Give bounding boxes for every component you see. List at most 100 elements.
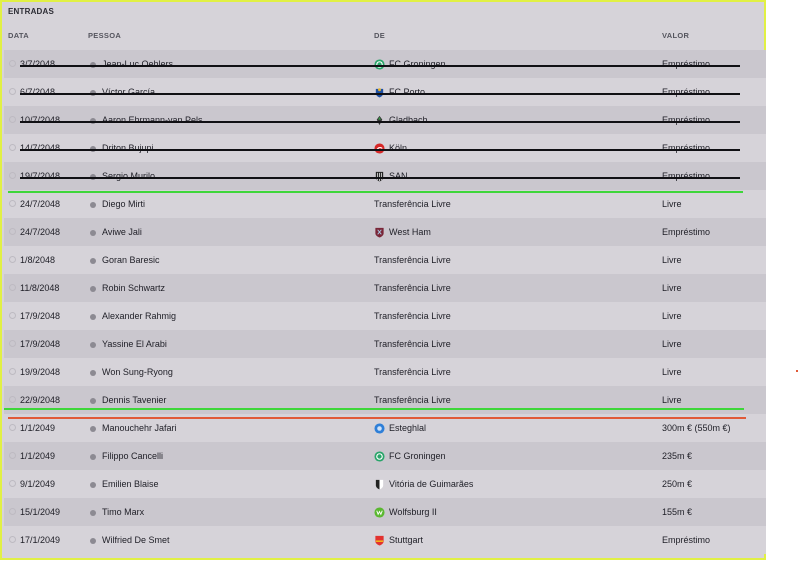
cell-person[interactable]: Emilien Blaise xyxy=(90,470,159,498)
table-row[interactable]: 14/7/2048 Driton Bujupi Köln Empréstimo xyxy=(4,134,766,162)
from-club[interactable]: FC Porto xyxy=(389,87,426,97)
person-name[interactable]: Timo Marx xyxy=(102,507,145,517)
from-club[interactable]: Transferência Livre xyxy=(374,283,451,293)
person-name[interactable]: Wilfried De Smet xyxy=(102,535,170,545)
cell-person[interactable]: Aaron Ehrmann-van Pels xyxy=(90,106,203,134)
cell-person[interactable]: Víctor García xyxy=(90,78,155,106)
cell-from[interactable]: Vitória de Guimarães xyxy=(374,470,473,498)
cell-person[interactable]: Won Sung-Ryong xyxy=(90,358,173,386)
table-row[interactable]: 19/9/2048 Won Sung-Ryong Transferência Liv… xyxy=(4,358,766,386)
person-name[interactable]: Víctor García xyxy=(102,87,156,97)
person-name[interactable]: Aaron Ehrmann-van Pels xyxy=(102,115,203,125)
row-select-radio[interactable] xyxy=(9,88,16,95)
cell-from[interactable]: Köln xyxy=(374,134,407,162)
person-name[interactable]: Filippo Cancelli xyxy=(102,451,164,461)
cell-person[interactable]: Dennis Tavenier xyxy=(90,386,166,414)
table-row[interactable]: 17/9/2048 Yassine El Arabi Transferência L… xyxy=(4,330,766,358)
cell-person[interactable]: Filippo Cancelli xyxy=(90,442,163,470)
from-club[interactable]: Transferência Livre xyxy=(374,255,451,265)
cell-person[interactable]: Aviwe Jali xyxy=(90,218,142,246)
table-row[interactable]: 11/8/2048 Robin Schwartz Transferência Liv… xyxy=(4,274,766,302)
from-club[interactable]: Vitória de Guimarães xyxy=(389,479,474,489)
table-row[interactable]: 15/1/2049 Timo Marx Wolfsburg II 155m € xyxy=(4,498,766,526)
cell-person[interactable]: Wilfried De Smet xyxy=(90,526,170,554)
row-select-radio[interactable] xyxy=(9,536,16,543)
person-name[interactable]: Won Sung-Ryong xyxy=(102,367,173,377)
person-name[interactable]: Robin Schwartz xyxy=(102,283,166,293)
cell-person[interactable]: Manouchehr Jafari xyxy=(90,414,177,442)
from-club[interactable]: Wolfsburg II xyxy=(389,507,437,517)
row-select-radio[interactable] xyxy=(9,228,16,235)
person-name[interactable]: Aviwe Jali xyxy=(102,227,142,237)
cell-from[interactable]: Transferência Livre xyxy=(374,274,451,302)
person-name[interactable]: Diego Mirti xyxy=(102,199,146,209)
row-select-radio[interactable] xyxy=(9,284,16,291)
cell-from[interactable]: FC Porto xyxy=(374,78,425,106)
header-value[interactable]: VALOR xyxy=(662,31,690,40)
table-row[interactable]: 24/7/2048 Aviwe Jali West Ham Empréstimo xyxy=(4,218,766,246)
from-club[interactable]: FC Groningen xyxy=(389,451,446,461)
person-name[interactable]: Emilien Blaise xyxy=(102,479,159,489)
row-select-radio[interactable] xyxy=(9,368,16,375)
cell-from[interactable]: Transferência Livre xyxy=(374,302,451,330)
row-select-radio[interactable] xyxy=(9,340,16,347)
from-club[interactable]: SAN xyxy=(389,171,408,181)
cell-person[interactable]: Jean-Luc Oehlers xyxy=(90,50,173,78)
cell-person[interactable]: Goran Baresic xyxy=(90,246,160,274)
cell-person[interactable]: Timo Marx xyxy=(90,498,144,526)
from-club[interactable]: Stuttgart xyxy=(389,535,424,545)
from-club[interactable]: West Ham xyxy=(389,227,431,237)
table-row[interactable]: 1/8/2048 Goran Baresic Transferência Livre… xyxy=(4,246,766,274)
person-name[interactable]: Manouchehr Jafari xyxy=(102,423,177,433)
cell-person[interactable]: Sergio Murilo xyxy=(90,162,155,190)
cell-from[interactable]: Stuttgart xyxy=(374,526,423,554)
person-name[interactable]: Sergio Murilo xyxy=(102,171,156,181)
cell-person[interactable]: Alexander Rahmig xyxy=(90,302,176,330)
cell-from[interactable]: SAN xyxy=(374,162,408,190)
row-select-radio[interactable] xyxy=(9,452,16,459)
from-club[interactable]: Transferência Livre xyxy=(374,311,451,321)
cell-from[interactable]: Esteghlal xyxy=(374,414,426,442)
from-club[interactable]: Transferência Livre xyxy=(374,199,451,209)
table-row[interactable]: 3/7/2048 Jean-Luc Oehlers FC Groningen Empr… xyxy=(4,50,766,78)
row-select-radio[interactable] xyxy=(9,256,16,263)
person-name[interactable]: Dennis Tavenier xyxy=(102,395,167,405)
cell-from[interactable]: West Ham xyxy=(374,218,431,246)
row-select-radio[interactable] xyxy=(9,508,16,515)
cell-from[interactable]: Transferência Livre xyxy=(374,386,451,414)
from-club[interactable]: Esteghlal xyxy=(389,423,427,433)
header-from[interactable]: DE xyxy=(374,31,386,40)
cell-from[interactable]: FC Groningen xyxy=(374,442,446,470)
from-club[interactable]: FC Groningen xyxy=(389,59,446,69)
from-club[interactable]: Transferência Livre xyxy=(374,395,451,405)
table-row[interactable]: 17/1/2049 Wilfried De Smet Stuttgart Emprés… xyxy=(4,526,766,554)
from-club[interactable]: Gladbach xyxy=(389,115,428,125)
table-row[interactable]: 1/1/2049 Manouchehr Jafari Esteghlal 300m €… xyxy=(4,414,766,442)
row-select-radio[interactable] xyxy=(9,116,16,123)
row-select-radio[interactable] xyxy=(9,144,16,151)
table-row[interactable]: 24/7/2048 Diego Mirti Transferência Livre L… xyxy=(4,190,766,218)
cell-person[interactable]: Robin Schwartz xyxy=(90,274,165,302)
row-select-radio[interactable] xyxy=(9,424,16,431)
cell-from[interactable]: Transferência Livre xyxy=(374,358,451,386)
table-row[interactable]: 6/7/2048 Víctor García FC Porto Empréstimo xyxy=(4,78,766,106)
header-person[interactable]: PESSOA xyxy=(88,31,122,40)
row-select-radio[interactable] xyxy=(9,480,16,487)
from-club[interactable]: Transferência Livre xyxy=(374,367,451,377)
table-row[interactable]: 9/1/2049 Emilien Blaise Vitória de Guimarã… xyxy=(4,470,766,498)
table-row[interactable]: 1/1/2049 Filippo Cancelli FC Groningen 235m… xyxy=(4,442,766,470)
row-select-radio[interactable] xyxy=(9,172,16,179)
cell-from[interactable]: Wolfsburg II xyxy=(374,498,437,526)
cell-from[interactable]: FC Groningen xyxy=(374,50,446,78)
person-name[interactable]: Goran Baresic xyxy=(102,255,160,265)
cell-from[interactable]: Transferência Livre xyxy=(374,246,451,274)
row-select-radio[interactable] xyxy=(9,200,16,207)
person-name[interactable]: Jean-Luc Oehlers xyxy=(102,59,174,69)
row-select-radio[interactable] xyxy=(9,312,16,319)
cell-from[interactable]: Gladbach xyxy=(374,106,428,134)
cell-person[interactable]: Diego Mirti xyxy=(90,190,145,218)
cell-person[interactable]: Yassine El Arabi xyxy=(90,330,167,358)
person-name[interactable]: Driton Bujupi xyxy=(102,143,154,153)
from-club[interactable]: Köln xyxy=(389,143,408,153)
from-club[interactable]: Transferência Livre xyxy=(374,339,451,349)
